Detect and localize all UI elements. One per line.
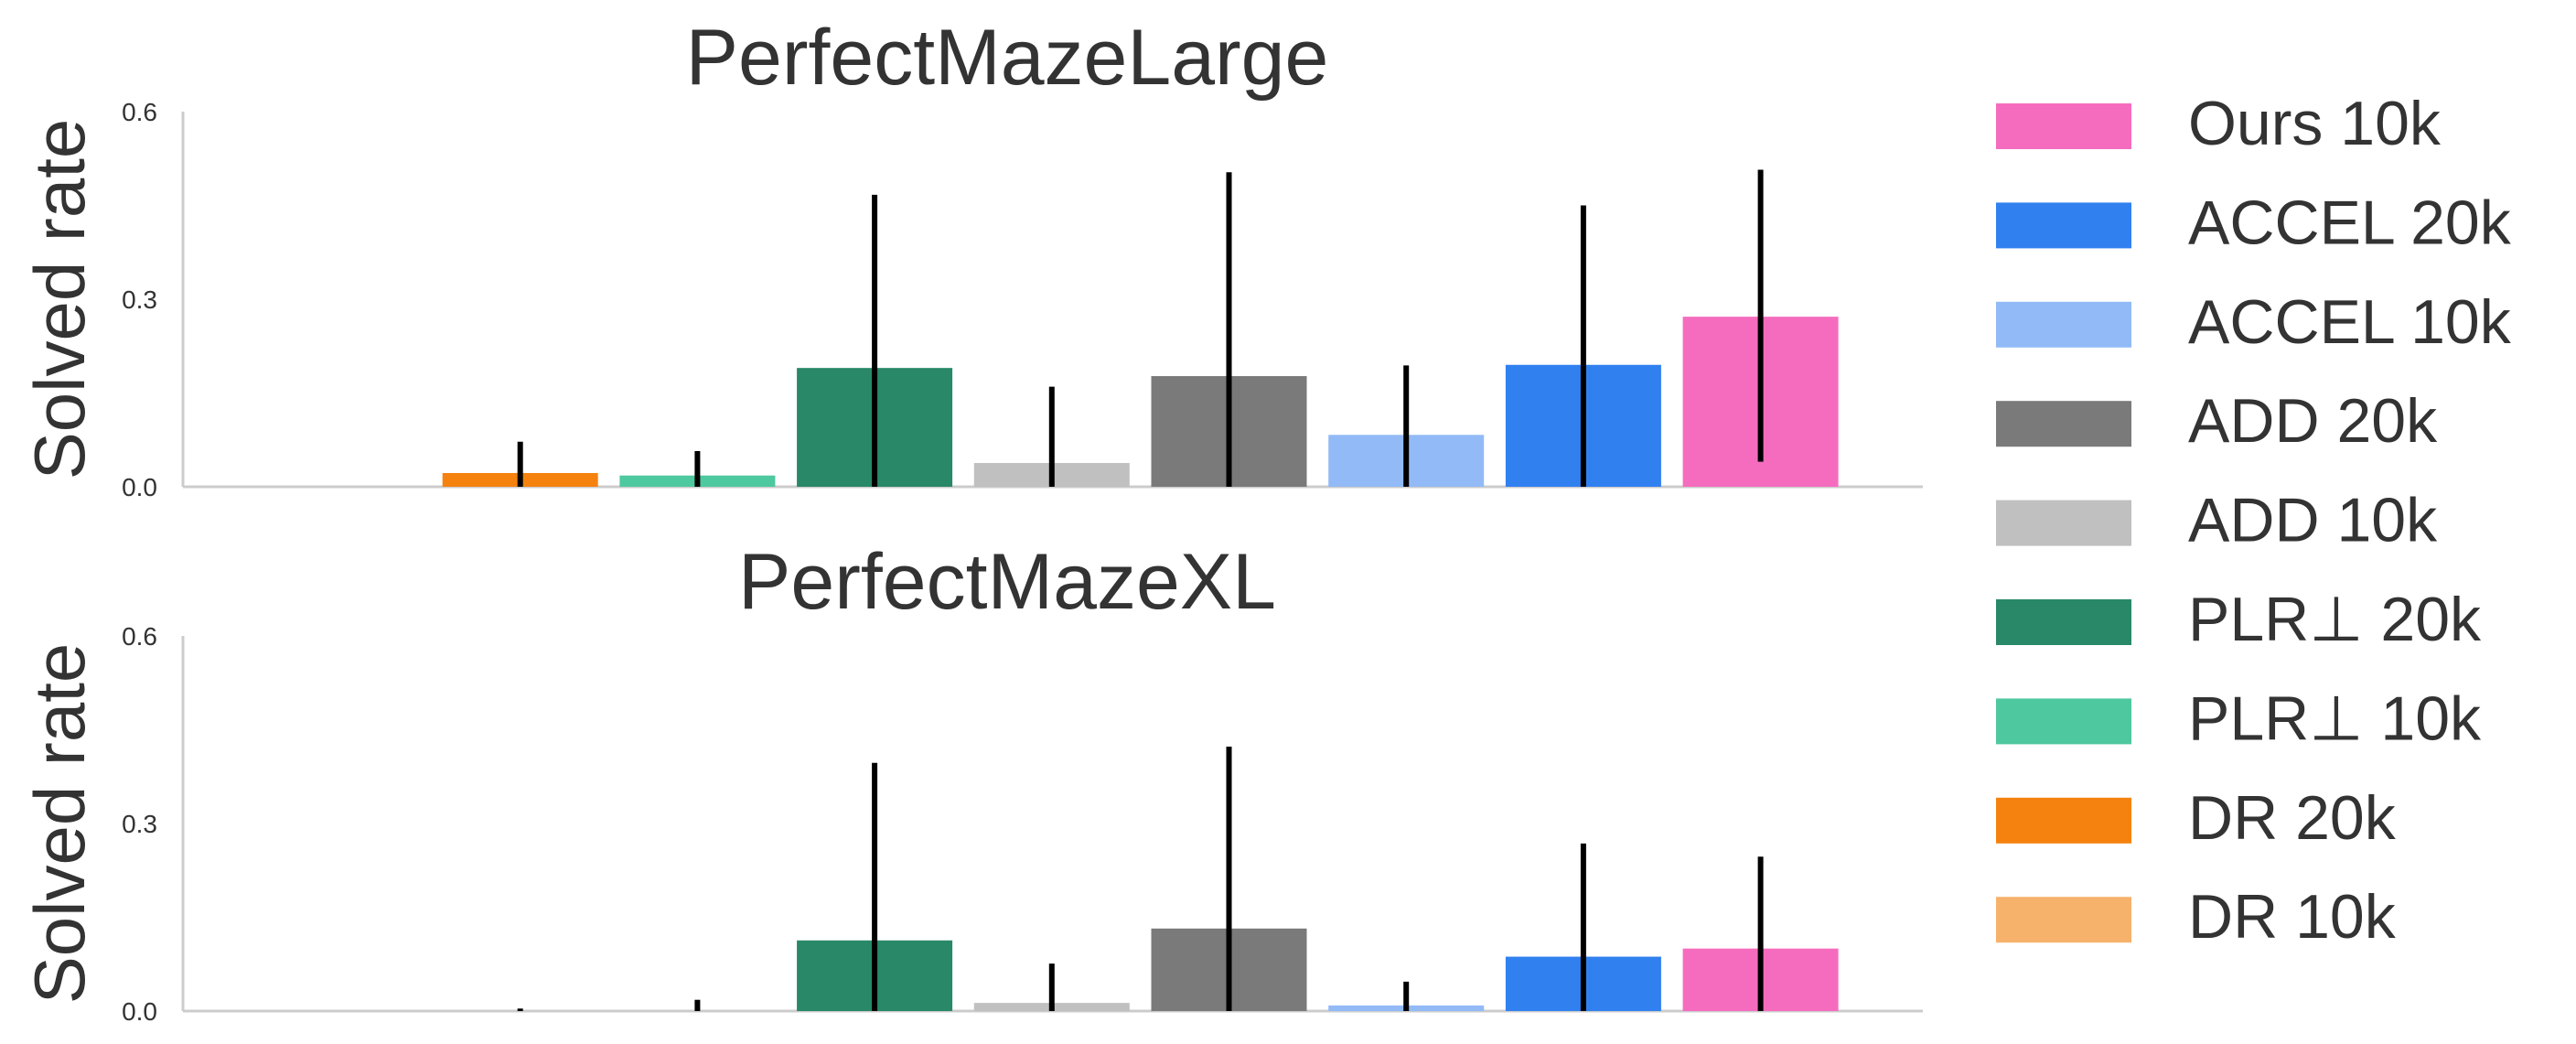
legend-label: PLR⊥ 20k (2188, 585, 2482, 654)
legend-swatch (1996, 103, 2131, 149)
legend-label: ACCEL 10k (2188, 287, 2512, 357)
panel-title: PerfectMazeXL (738, 538, 1276, 626)
legend-swatch (1996, 401, 2131, 447)
legend-label: ACCEL 20k (2188, 188, 2512, 257)
y-tick-label: 0.0 (122, 473, 157, 501)
legend-swatch (1996, 202, 2131, 249)
panel-1: PerfectMazeLarge Solved rate 0.0 0.3 0.6 (19, 14, 1923, 501)
panel-2: PerfectMazeXL Solved rate 0.0 0.3 0.6 (19, 538, 1923, 1026)
legend-swatch (1996, 897, 2131, 943)
y-axis-label: Solved rate (19, 119, 100, 480)
y-axis-label: Solved rate (19, 643, 100, 1005)
legend-label: Ours 10k (2188, 89, 2442, 158)
panel-title: PerfectMazeLarge (686, 14, 1329, 102)
legend-label: DR 10k (2188, 882, 2397, 952)
legend-swatch (1996, 698, 2131, 745)
legend-swatch (1996, 599, 2131, 645)
y-tick-label: 0.3 (122, 810, 157, 838)
legend-label: PLR⊥ 10k (2188, 683, 2482, 753)
y-tick-label: 0.6 (122, 98, 157, 126)
legend: Ours 10k ACCEL 20k ACCEL 10k ADD 20k ADD 10k… (1996, 89, 2512, 952)
legend-label: ADD 10k (2188, 486, 2438, 555)
y-tick-label: 0.0 (122, 997, 157, 1026)
legend-label: ADD 20k (2188, 386, 2438, 456)
y-tick-label: 0.6 (122, 622, 157, 651)
legend-swatch (1996, 500, 2131, 546)
legend-label: DR 20k (2188, 783, 2397, 853)
legend-swatch (1996, 797, 2131, 844)
legend-swatch (1996, 301, 2131, 348)
y-tick-label: 0.3 (122, 285, 157, 314)
